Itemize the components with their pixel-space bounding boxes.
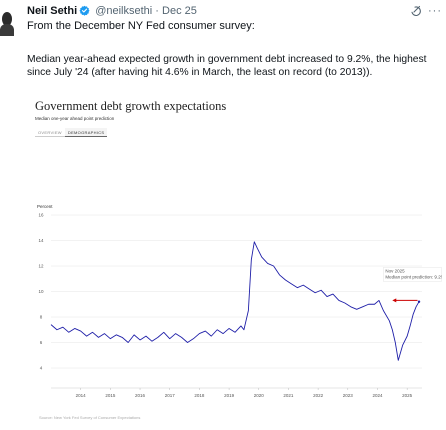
grok-icon[interactable] <box>410 5 422 17</box>
chart-subtitle: Median one-year ahead point prediction <box>35 116 115 121</box>
x-tick-label: 2024 <box>372 393 383 398</box>
y-axis-unit-label: Percent <box>37 204 53 209</box>
tweet-header: Neil Sethi @neilksethi · Dec 25 ··· <box>27 5 442 21</box>
separator-dot: · <box>155 5 159 17</box>
annotation-arrow-head <box>392 298 397 303</box>
tweet-intro-text: From the December NY Fed consumer survey… <box>27 20 255 32</box>
y-tick-label: 4 <box>40 366 43 371</box>
annotation-box <box>383 267 442 282</box>
x-tick-label: 2021 <box>283 393 294 398</box>
y-tick-label: 10 <box>38 289 44 294</box>
y-tick-label: 8 <box>40 315 43 320</box>
chart-tabs: OVERVIEW DEMOGRAPHICS <box>35 128 108 137</box>
chart-title: Government debt growth expectations <box>35 99 227 113</box>
y-tick-label: 6 <box>40 340 43 345</box>
tweet-body-text: Median year-ahead expected growth in gov… <box>27 54 427 78</box>
x-tick-label: 2017 <box>165 393 176 398</box>
y-tick-label: 14 <box>38 238 44 243</box>
x-tick-label: 2025 <box>402 393 413 398</box>
verified-badge-icon <box>79 5 90 19</box>
line-chart: Percent 4 6 8 10 12 14 16 2014 2015 2016 2017 2018 20… <box>37 204 442 398</box>
y-tick-label: 16 <box>38 213 44 218</box>
chart-source: Source: New York Fed Survey of Consumer … <box>39 415 141 420</box>
author-handle[interactable]: @neilksethi <box>95 5 153 17</box>
tab-overview[interactable]: OVERVIEW <box>35 128 65 137</box>
author-name[interactable]: Neil Sethi <box>27 5 78 17</box>
x-tick-label: 2022 <box>313 393 324 398</box>
more-icon[interactable]: ··· <box>428 5 442 17</box>
annotation-value: Median point prediction: 9.2% <box>385 274 442 279</box>
avatar-body <box>0 24 14 36</box>
x-tick-label: 2016 <box>135 393 146 398</box>
x-tick-label: 2015 <box>105 393 116 398</box>
tweet-date[interactable]: Dec 25 <box>162 5 197 17</box>
avatar[interactable] <box>0 6 22 36</box>
last-point-marker <box>417 300 421 303</box>
x-tick-label: 2023 <box>343 393 354 398</box>
x-tick-label: 2020 <box>254 393 265 398</box>
header-actions: ··· <box>410 5 442 17</box>
avatar-head <box>2 12 12 26</box>
x-tick-label: 2018 <box>194 393 205 398</box>
x-tick-label: 2014 <box>76 393 87 398</box>
series-line <box>50 241 420 361</box>
y-tick-label: 12 <box>38 264 44 269</box>
x-tick-label: 2019 <box>224 393 235 398</box>
annotation-date: Nov 2025 <box>385 268 405 273</box>
chart-card[interactable]: Percent 4 6 8 10 12 14 16 2014 2015 2016 2017 2018 20… <box>27 93 442 427</box>
tab-demographics[interactable]: DEMOGRAPHICS <box>64 128 108 137</box>
